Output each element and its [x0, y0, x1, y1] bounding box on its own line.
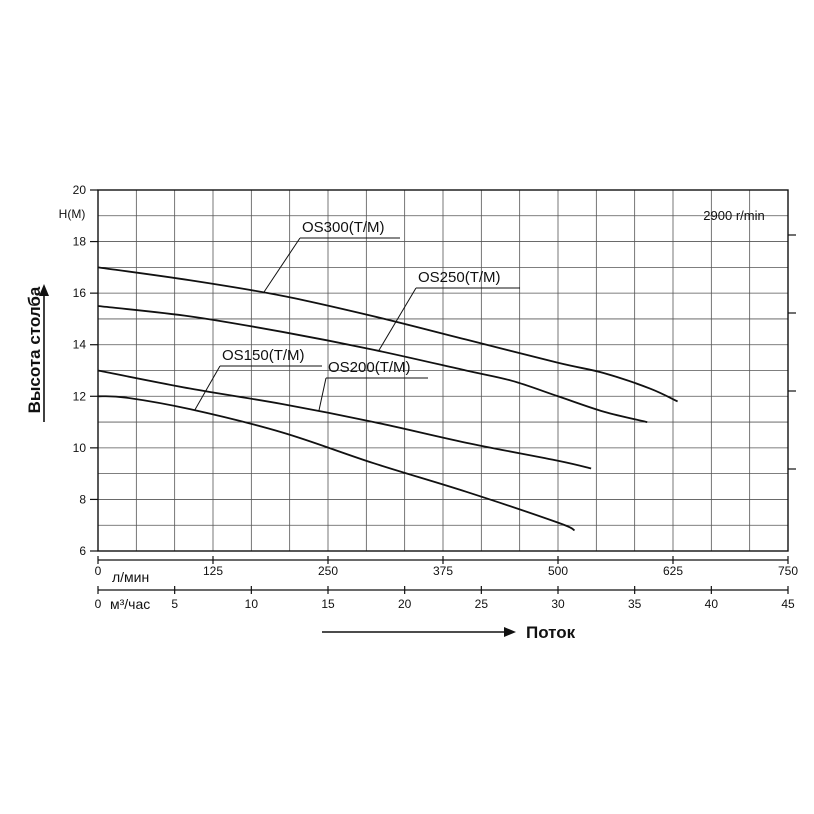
series-label: OS250(T/M): [418, 269, 501, 286]
y-tick-label: 14: [73, 338, 87, 352]
x-tick-label-m3h: 45: [781, 597, 795, 611]
grid: [97, 189, 789, 552]
y-tick-label: 20: [73, 183, 87, 197]
x-tick-label-m3h: 40: [705, 597, 719, 611]
series-label: OS150(T/M): [222, 347, 305, 364]
series-line: [97, 395, 576, 532]
y-tick-label: 8: [79, 492, 86, 506]
curve-labels: OS300(T/M) OS250(T/M) OS200(T/M) OS150(T/M): [194, 219, 520, 412]
x-tick-label-lpm: 500: [548, 564, 568, 578]
x-axis-title: Поток: [526, 623, 576, 642]
x-tick-label-m3h: 10: [245, 597, 259, 611]
axes: 6 8 10 12 14 16 18 20 0 125 250 375 500 625 750 0 5 10 15 2…: [73, 183, 799, 611]
x-tick-label-m3h: 0: [95, 597, 102, 611]
x-tick-label-lpm: 0: [95, 564, 102, 578]
series-line: [97, 266, 678, 403]
y-axis-title: Высота столба: [25, 286, 44, 413]
y-tick-label: 10: [73, 441, 87, 455]
series-curves: [97, 266, 678, 532]
series-label: OS200(T/M): [328, 359, 411, 376]
y-axis-arrow: [39, 284, 49, 422]
x-tick-label-m3h: 35: [628, 597, 642, 611]
y-tick-label: 12: [73, 389, 87, 403]
x-unit-secondary: м³/час: [110, 596, 150, 612]
callout-leader: [318, 377, 327, 412]
speed-label: 2900 r/min: [703, 208, 764, 223]
x-unit-primary: л/мин: [112, 569, 149, 585]
callout-leader: [194, 365, 221, 411]
callout-leader: [263, 237, 301, 293]
y-tick-label: 18: [73, 235, 87, 249]
series-line: [97, 305, 648, 423]
x-tick-label-lpm: 750: [778, 564, 798, 578]
x-tick-label-m3h: 20: [398, 597, 412, 611]
x-tick-label-m3h: 25: [475, 597, 489, 611]
x-tick-label-lpm: 625: [663, 564, 683, 578]
y-tick-label: 16: [73, 286, 87, 300]
x-axis-arrow: [322, 627, 516, 637]
series-label: OS300(T/M): [302, 219, 385, 236]
x-tick-label-m3h: 5: [171, 597, 178, 611]
x-tick-label-m3h: 30: [551, 597, 565, 611]
callout-leader: [378, 287, 417, 352]
y-tick-label: 6: [79, 544, 86, 558]
x-tick-label-lpm: 375: [433, 564, 453, 578]
x-tick-label-lpm: 125: [203, 564, 223, 578]
series-line: [97, 369, 592, 470]
y-unit-label: H(M): [59, 207, 86, 221]
x-tick-label-m3h: 15: [321, 597, 335, 611]
x-tick-label-lpm: 250: [318, 564, 338, 578]
